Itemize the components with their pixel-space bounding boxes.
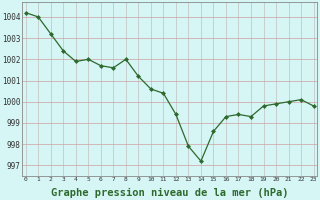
X-axis label: Graphe pression niveau de la mer (hPa): Graphe pression niveau de la mer (hPa) <box>51 188 288 198</box>
